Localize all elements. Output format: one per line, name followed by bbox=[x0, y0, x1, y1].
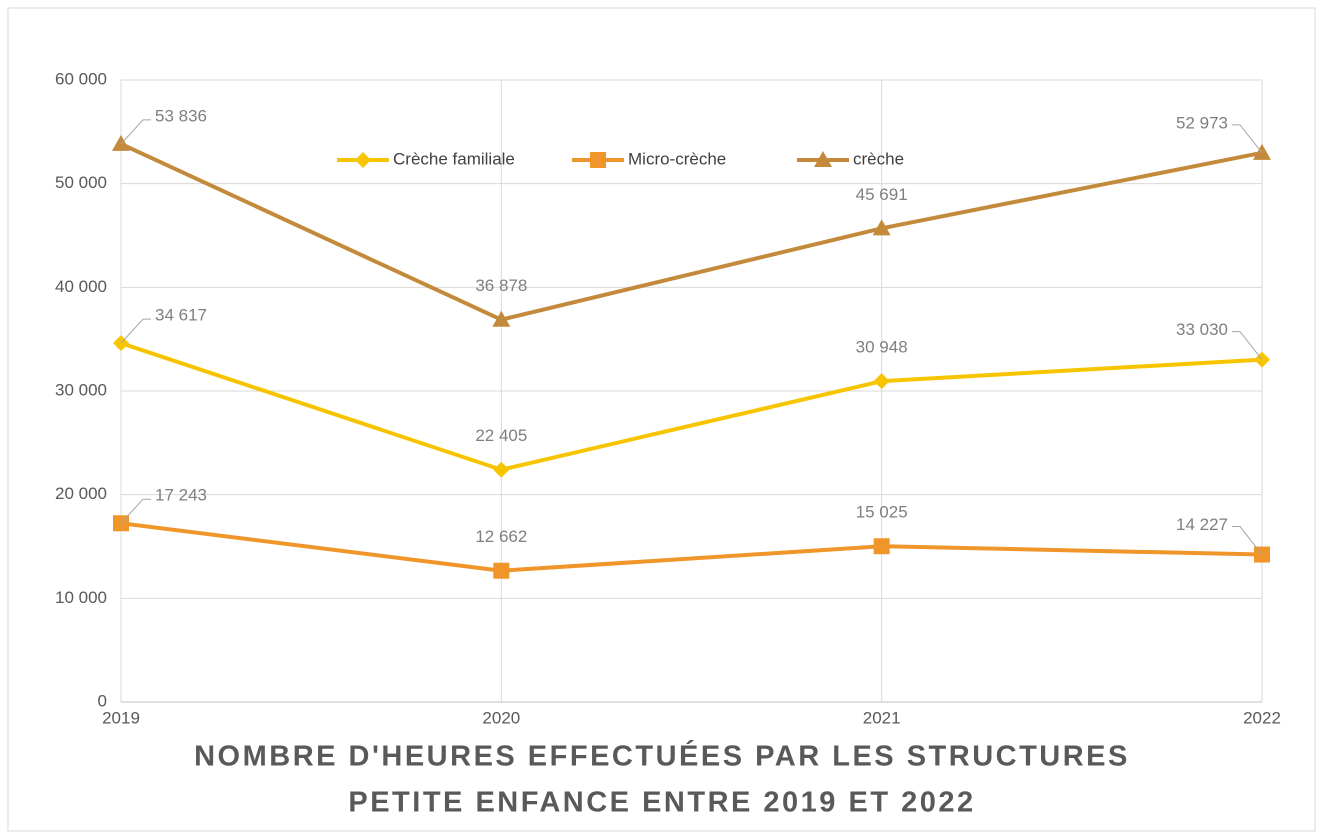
y-tick-label: 40 000 bbox=[55, 277, 107, 296]
chart-title: NOMBRE D'HEURES EFFECTUÉES PAR LES STRUC… bbox=[194, 739, 1130, 773]
marker bbox=[112, 134, 130, 151]
marker bbox=[355, 152, 371, 168]
value-label: 34 617 bbox=[155, 306, 207, 325]
value-label: 52 973 bbox=[1176, 113, 1228, 132]
y-tick-label: 10 000 bbox=[55, 588, 107, 607]
marker bbox=[873, 373, 890, 390]
legend-label: Crèche familiale bbox=[393, 149, 515, 168]
chart-title: PETITE ENFANCE ENTRE 2019 ET 2022 bbox=[348, 787, 975, 819]
series-line bbox=[120, 142, 1263, 322]
value-label: 14 227 bbox=[1176, 515, 1228, 534]
marker bbox=[492, 310, 511, 327]
marker bbox=[590, 152, 606, 168]
y-tick-label: 30 000 bbox=[55, 380, 107, 399]
x-tick-label: 2020 bbox=[482, 708, 520, 727]
value-label: 12 662 bbox=[475, 527, 527, 546]
series-line bbox=[120, 521, 1263, 573]
x-tick-label: 2019 bbox=[102, 708, 140, 727]
value-label: 33 030 bbox=[1176, 320, 1228, 339]
leader-line bbox=[120, 318, 151, 344]
value-label: 53 836 bbox=[155, 106, 207, 125]
value-label: 22 405 bbox=[475, 426, 527, 445]
leader-line bbox=[120, 119, 151, 145]
x-tick-label: 2021 bbox=[863, 708, 901, 727]
chart-frame bbox=[7, 7, 1316, 832]
leader-line bbox=[1232, 526, 1263, 555]
marker bbox=[873, 538, 890, 555]
value-label: 36 878 bbox=[475, 276, 527, 295]
value-label: 30 948 bbox=[856, 338, 908, 357]
value-label: 15 025 bbox=[856, 503, 908, 522]
marker bbox=[493, 461, 510, 478]
leader-line bbox=[120, 498, 151, 524]
leader-line bbox=[1232, 124, 1263, 154]
y-tick-label: 20 000 bbox=[55, 484, 107, 503]
series-line bbox=[120, 341, 1263, 472]
y-tick-label: 0 bbox=[98, 691, 107, 710]
x-tick-label: 2022 bbox=[1243, 708, 1281, 727]
marker bbox=[1253, 143, 1271, 160]
legend-label: crèche bbox=[853, 149, 904, 168]
value-label: 17 243 bbox=[155, 486, 207, 505]
legend-label: Micro-crèche bbox=[628, 149, 726, 168]
marker bbox=[493, 562, 510, 579]
leader-line bbox=[1232, 331, 1263, 360]
value-label: 45 691 bbox=[856, 185, 908, 204]
y-tick-label: 50 000 bbox=[55, 173, 107, 192]
marker bbox=[872, 219, 891, 236]
y-tick-label: 60 000 bbox=[55, 69, 107, 88]
marker bbox=[814, 151, 832, 167]
